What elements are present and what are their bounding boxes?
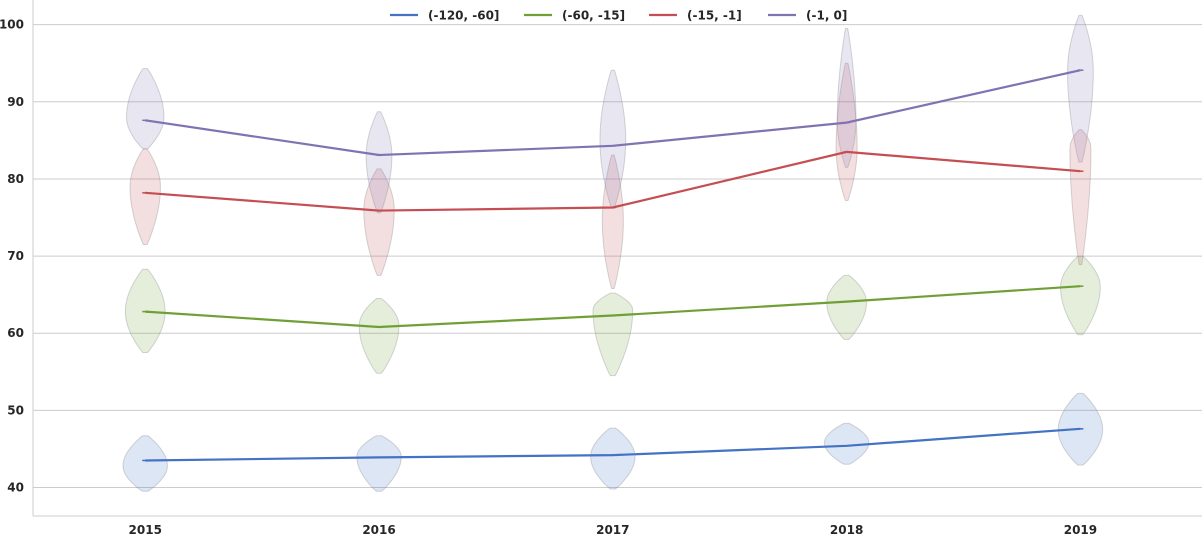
violin--15-1--2017 bbox=[601, 154, 624, 289]
y-tick-label: 40 bbox=[7, 480, 24, 494]
series-lines bbox=[142, 69, 1084, 462]
violin--60-15--2016 bbox=[358, 298, 400, 374]
violin--120-60--2018 bbox=[823, 422, 870, 465]
violin--60-15--2018 bbox=[826, 274, 868, 340]
violin--1-0--2019 bbox=[1067, 14, 1094, 163]
legend-item: (-60, -15] bbox=[524, 9, 625, 23]
axes bbox=[32, 0, 1202, 517]
x-tick-label: 2016 bbox=[362, 523, 395, 537]
legend-item: (-120, -60] bbox=[390, 9, 499, 23]
legend-label: (-60, -15] bbox=[562, 9, 625, 23]
violin--1-0--2016 bbox=[365, 111, 393, 214]
legend-label: (-120, -60] bbox=[428, 9, 499, 23]
violin--15-1--2019 bbox=[1069, 129, 1092, 266]
y-tick-label: 60 bbox=[7, 326, 24, 340]
violin--15-1--2015 bbox=[129, 148, 161, 245]
violin--120-60--2015 bbox=[122, 435, 168, 492]
x-tick-label: 2015 bbox=[129, 523, 162, 537]
violin--1-0--2018 bbox=[836, 28, 857, 168]
y-tick-label: 90 bbox=[7, 95, 24, 109]
x-tick-label: 2018 bbox=[830, 523, 863, 537]
violin--120-60--2016 bbox=[356, 435, 402, 492]
legend-item: (-1, 0] bbox=[768, 9, 847, 23]
legend-item: (-15, -1] bbox=[649, 9, 742, 23]
grid bbox=[33, 24, 1202, 488]
y-tick-label: 50 bbox=[7, 403, 24, 417]
tick-labels: 40 50 60 70 80 90 100 2015 2016 2017 2018 2019 bbox=[0, 18, 1097, 537]
legend: (-120, -60] (-60, -15] (-15, -1] (-1, 0] bbox=[390, 9, 847, 23]
y-tick-label: 70 bbox=[7, 249, 24, 263]
x-tick-label: 2017 bbox=[596, 523, 629, 537]
violin--60-15--2017 bbox=[592, 292, 634, 377]
violin--15-1--2016 bbox=[363, 168, 395, 276]
legend-label: (-15, -1] bbox=[687, 9, 742, 23]
y-tick-label: 100 bbox=[0, 18, 24, 32]
x-tick-label: 2019 bbox=[1064, 523, 1097, 537]
violin--120-60--2017 bbox=[590, 427, 636, 490]
legend-label: (-1, 0] bbox=[806, 9, 847, 23]
violin--1-0--2017 bbox=[599, 69, 627, 208]
violin--60-15--2019 bbox=[1060, 255, 1101, 336]
violin--1-0--2015 bbox=[125, 68, 165, 150]
violins bbox=[122, 14, 1104, 492]
y-tick-label: 80 bbox=[7, 172, 24, 186]
